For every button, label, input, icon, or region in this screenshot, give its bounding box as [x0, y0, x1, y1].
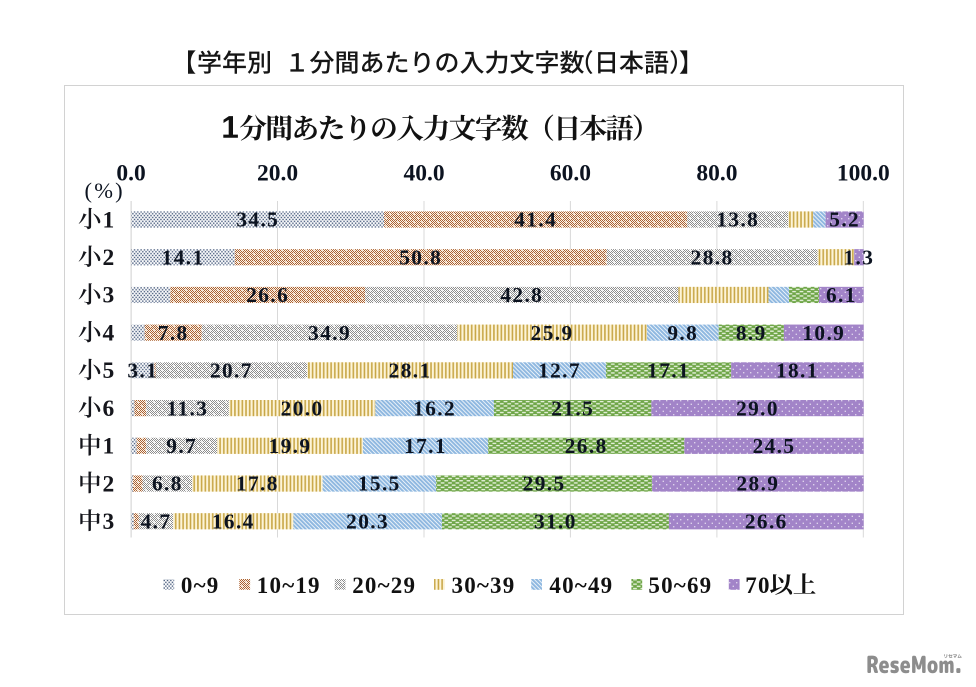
svg-text:28.1: 28.1	[389, 359, 432, 383]
svg-text:9.7: 9.7	[166, 434, 197, 458]
svg-text:40~49: 40~49	[549, 573, 613, 598]
svg-text:16.4: 16.4	[212, 510, 255, 534]
svg-text:7.8: 7.8	[158, 321, 189, 345]
svg-text:29.0: 29.0	[736, 396, 779, 420]
svg-text:100.0: 100.0	[837, 161, 890, 187]
svg-text:30~39: 30~39	[452, 573, 516, 598]
svg-text:19.9: 19.9	[269, 434, 312, 458]
svg-text:26.6: 26.6	[246, 283, 289, 307]
svg-text:28.8: 28.8	[691, 245, 734, 269]
svg-text:4.7: 4.7	[141, 510, 172, 534]
svg-text:26.8: 26.8	[565, 434, 608, 458]
svg-text:0~9: 0~9	[181, 573, 220, 598]
svg-text:70: 70	[745, 573, 770, 598]
svg-text:20.0: 20.0	[281, 396, 324, 420]
svg-text:13.8: 13.8	[716, 208, 759, 232]
svg-text:18.1: 18.1	[776, 359, 819, 383]
svg-text:11.3: 11.3	[167, 396, 209, 420]
svg-text:2: 2	[103, 245, 115, 271]
svg-text:25.9: 25.9	[531, 321, 574, 345]
svg-text:4: 4	[103, 321, 115, 347]
svg-text:29.5: 29.5	[523, 472, 566, 496]
svg-text:1.3: 1.3	[843, 245, 874, 269]
svg-text:20.0: 20.0	[257, 161, 298, 187]
svg-text:1: 1	[103, 434, 115, 460]
svg-text:20.7: 20.7	[210, 359, 253, 383]
svg-text:8.9: 8.9	[736, 321, 767, 345]
svg-text:14.1: 14.1	[162, 245, 205, 269]
svg-text:10~19: 10~19	[257, 573, 321, 598]
svg-text:(%): (%)	[85, 178, 125, 203]
svg-text:3.1: 3.1	[127, 359, 158, 383]
svg-text:5: 5	[103, 358, 115, 384]
svg-text:3: 3	[103, 283, 115, 309]
svg-text:1: 1	[103, 207, 115, 233]
svg-text:10.9: 10.9	[802, 321, 845, 345]
svg-text:50.8: 50.8	[399, 245, 442, 269]
svg-text:50~69: 50~69	[648, 573, 712, 598]
svg-text:9.8: 9.8	[667, 321, 698, 345]
svg-text:60.0: 60.0	[550, 161, 591, 187]
svg-text:28.9: 28.9	[736, 472, 779, 496]
svg-text:41.4: 41.4	[514, 208, 557, 232]
svg-text:42.8: 42.8	[500, 283, 543, 307]
svg-text:34.5: 34.5	[236, 208, 279, 232]
svg-text:3: 3	[103, 509, 115, 535]
svg-text:6: 6	[103, 396, 115, 422]
svg-text:31.0: 31.0	[534, 510, 577, 534]
svg-text:20.3: 20.3	[346, 510, 389, 534]
svg-text:17.8: 17.8	[236, 472, 279, 496]
svg-text:34.9: 34.9	[308, 321, 351, 345]
svg-text:17.1: 17.1	[404, 434, 447, 458]
svg-text:6.8: 6.8	[152, 472, 183, 496]
svg-text:24.5: 24.5	[753, 434, 796, 458]
svg-text:6.1: 6.1	[826, 283, 857, 307]
svg-text:16.2: 16.2	[413, 396, 456, 420]
svg-text:26.6: 26.6	[745, 510, 788, 534]
svg-text:40.0: 40.0	[403, 161, 444, 187]
svg-text:0.0: 0.0	[116, 161, 145, 187]
svg-text:12.7: 12.7	[538, 359, 581, 383]
svg-text:5.2: 5.2	[829, 208, 860, 232]
svg-text:80.0: 80.0	[696, 161, 737, 187]
svg-text:21.5: 21.5	[551, 396, 594, 420]
svg-text:17.1: 17.1	[647, 359, 690, 383]
svg-text:20~29: 20~29	[352, 573, 416, 598]
svg-text:2: 2	[103, 471, 115, 497]
svg-text:15.5: 15.5	[358, 472, 401, 496]
